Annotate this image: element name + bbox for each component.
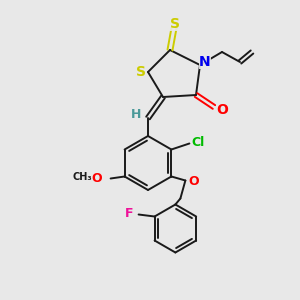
Text: N: N: [199, 55, 211, 69]
Text: H: H: [131, 109, 141, 122]
Text: S: S: [136, 65, 146, 79]
Text: CH₃: CH₃: [73, 172, 92, 182]
Text: Cl: Cl: [192, 136, 205, 149]
Text: O: O: [91, 172, 102, 185]
Text: F: F: [125, 207, 134, 220]
Text: S: S: [170, 17, 180, 31]
Text: O: O: [216, 103, 228, 117]
Text: O: O: [188, 175, 199, 188]
